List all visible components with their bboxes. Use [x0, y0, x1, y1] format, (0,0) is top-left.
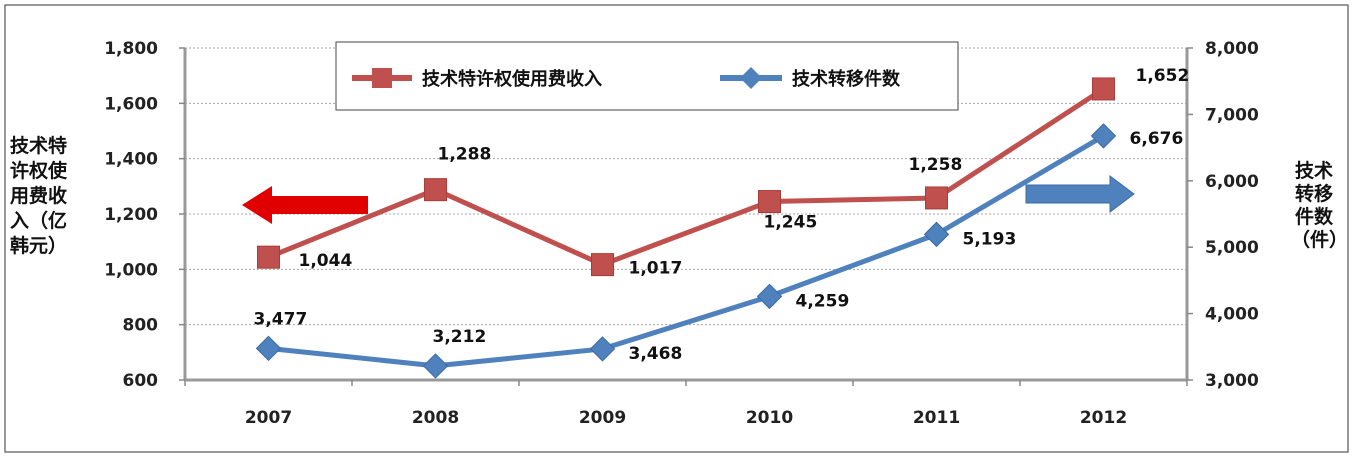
legend-box [335, 41, 959, 111]
left-tick-label: 1,000 [104, 260, 158, 280]
data-label-series-1: 3,468 [629, 344, 683, 364]
series-1-point [923, 221, 950, 248]
axis-arrows [242, 175, 1135, 224]
series-1-point [422, 353, 449, 379]
left-axis-ticks: 600 800 1,000 1,200 1,400 1,600 1,800 [104, 39, 185, 391]
left-tick-label: 600 [123, 371, 159, 391]
data-label-series-0: 1,288 [438, 145, 492, 165]
right-axis-title-line: 转移 [1295, 182, 1333, 205]
series-0-point [758, 190, 781, 214]
data-label-series-1: 3,212 [433, 327, 487, 347]
legend-marker-series-1 [740, 67, 762, 89]
left-axis-title-line: 韩元） [10, 234, 67, 257]
legend-marker-series-0 [372, 68, 392, 88]
data-label-series-1: 6,676 [1130, 129, 1184, 149]
left-axis-title-line: 许权使 [10, 159, 68, 182]
right-tick-label: 8,000 [1205, 39, 1259, 59]
x-tick-label: 2012 [1080, 408, 1127, 428]
right-axis-title-line: 件数 [1295, 205, 1334, 228]
left-axis-arrow [242, 186, 368, 224]
data-label-series-0: 1,044 [299, 251, 353, 271]
left-tick-label: 1,400 [104, 150, 158, 170]
series-0-point [257, 245, 280, 269]
right-tick-label: 4,000 [1205, 305, 1259, 325]
data-label-series-0: 1,017 [629, 259, 683, 279]
x-tick-label: 2009 [579, 408, 626, 428]
left-tick-label: 1,800 [104, 39, 158, 59]
left-axis-title: 技术特许权使用费收入（亿韩元） [10, 134, 68, 257]
data-label-series-1: 3,477 [254, 309, 308, 329]
right-axis-arrow [1025, 175, 1135, 213]
left-tick-label: 800 [123, 316, 159, 336]
series-0-point [591, 253, 614, 277]
right-tick-label: 3,000 [1205, 371, 1259, 391]
legend: 技术特许权使用费收入 技术转移件数 [335, 41, 959, 111]
series-group: 1,044 1,288 1,017 1,245 1,258 1,652 3,477 3,212… [254, 66, 1190, 379]
left-tick-label: 1,600 [104, 94, 158, 114]
series-line-0 [267, 86, 1105, 268]
data-label-series-0: 1,258 [909, 155, 963, 175]
x-tick-label: 2010 [746, 408, 793, 428]
series-0-point [1092, 77, 1115, 101]
right-axis-title-line: （件） [1291, 228, 1348, 251]
x-tick-label: 2008 [412, 408, 459, 428]
series-1-point [255, 335, 282, 362]
right-tick-label: 5,000 [1205, 238, 1259, 258]
legend-label-series-0: 技术特许权使用费收入 [422, 68, 602, 90]
x-tick-label: 2011 [913, 408, 960, 428]
left-tick-label: 1,200 [104, 205, 158, 225]
x-tick-label: 2007 [245, 408, 292, 428]
data-label-series-1: 4,259 [796, 291, 850, 311]
data-label-series-1: 5,193 [963, 229, 1017, 249]
data-label-series-0: 1,652 [1136, 66, 1190, 86]
right-axis-title-line: 技术 [1295, 159, 1333, 182]
left-axis-title-line: 入（亿 [10, 209, 67, 232]
series-1-point [756, 283, 783, 310]
data-label-series-0: 1,245 [764, 213, 818, 233]
series-1-point [1090, 123, 1117, 149]
left-axis-title-line: 技术特 [10, 134, 67, 157]
right-axis-title: 技术转移件数（件） [1291, 159, 1348, 251]
right-tick-label: 6,000 [1205, 172, 1259, 192]
left-axis-title-line: 用费收 [10, 184, 67, 207]
series-0-point [424, 178, 447, 202]
right-axis-ticks: 3,000 4,000 5,000 6,000 7,000 8,000 [1187, 39, 1259, 391]
legend-label-series-1: 技术转移件数 [792, 68, 901, 90]
series-0-point [925, 186, 948, 210]
right-tick-label: 7,000 [1205, 105, 1259, 125]
x-axis-ticks: 2007 2008 2009 2010 2011 2012 [184, 380, 1188, 428]
series-1-point [589, 336, 616, 362]
series-line-1 [268, 133, 1105, 369]
